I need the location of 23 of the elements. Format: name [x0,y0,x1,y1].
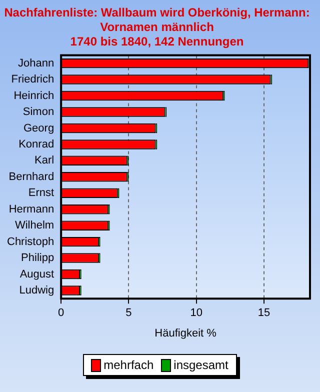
y-tick-label: Heinrich [14,90,54,102]
y-tick-label: Konrad [18,138,54,150]
y-tick-label: Bernhard [8,170,54,183]
y-tick-label: Wilhelm [14,220,54,232]
y-tick-label: Christoph [7,236,54,248]
y-tick-label: Ludwig [19,284,54,297]
x-tick-label: 5 [126,307,132,320]
y-tick-label: Hermann [8,203,54,216]
y-tick-label: Ernst [28,187,54,200]
y-tick-label: Simon [22,106,54,118]
x-tick-label: 10 [190,307,202,320]
y-tick-label: Friedrich [11,74,54,86]
legend-label: insgesamt [174,358,228,372]
chart-title: Nachfahrenliste: Wallbaum wird Oberkönig, Hermann: Vornamen männlich 1740 bis 1840, 142 Nennungen [4,5,310,48]
x-tick-label: 15 [258,307,270,320]
x-tick-label: 0 [58,307,64,320]
x-axis-title: Häufigkeit % [154,327,217,340]
legend-label: mehrfach [104,358,154,372]
y-tick-label: Johann [18,57,54,70]
y-tick-label: Georg [24,122,54,134]
y-tick-label: August [20,268,54,280]
y-tick-label: Karl [34,154,54,167]
y-tick-label: Philipp [21,252,54,264]
